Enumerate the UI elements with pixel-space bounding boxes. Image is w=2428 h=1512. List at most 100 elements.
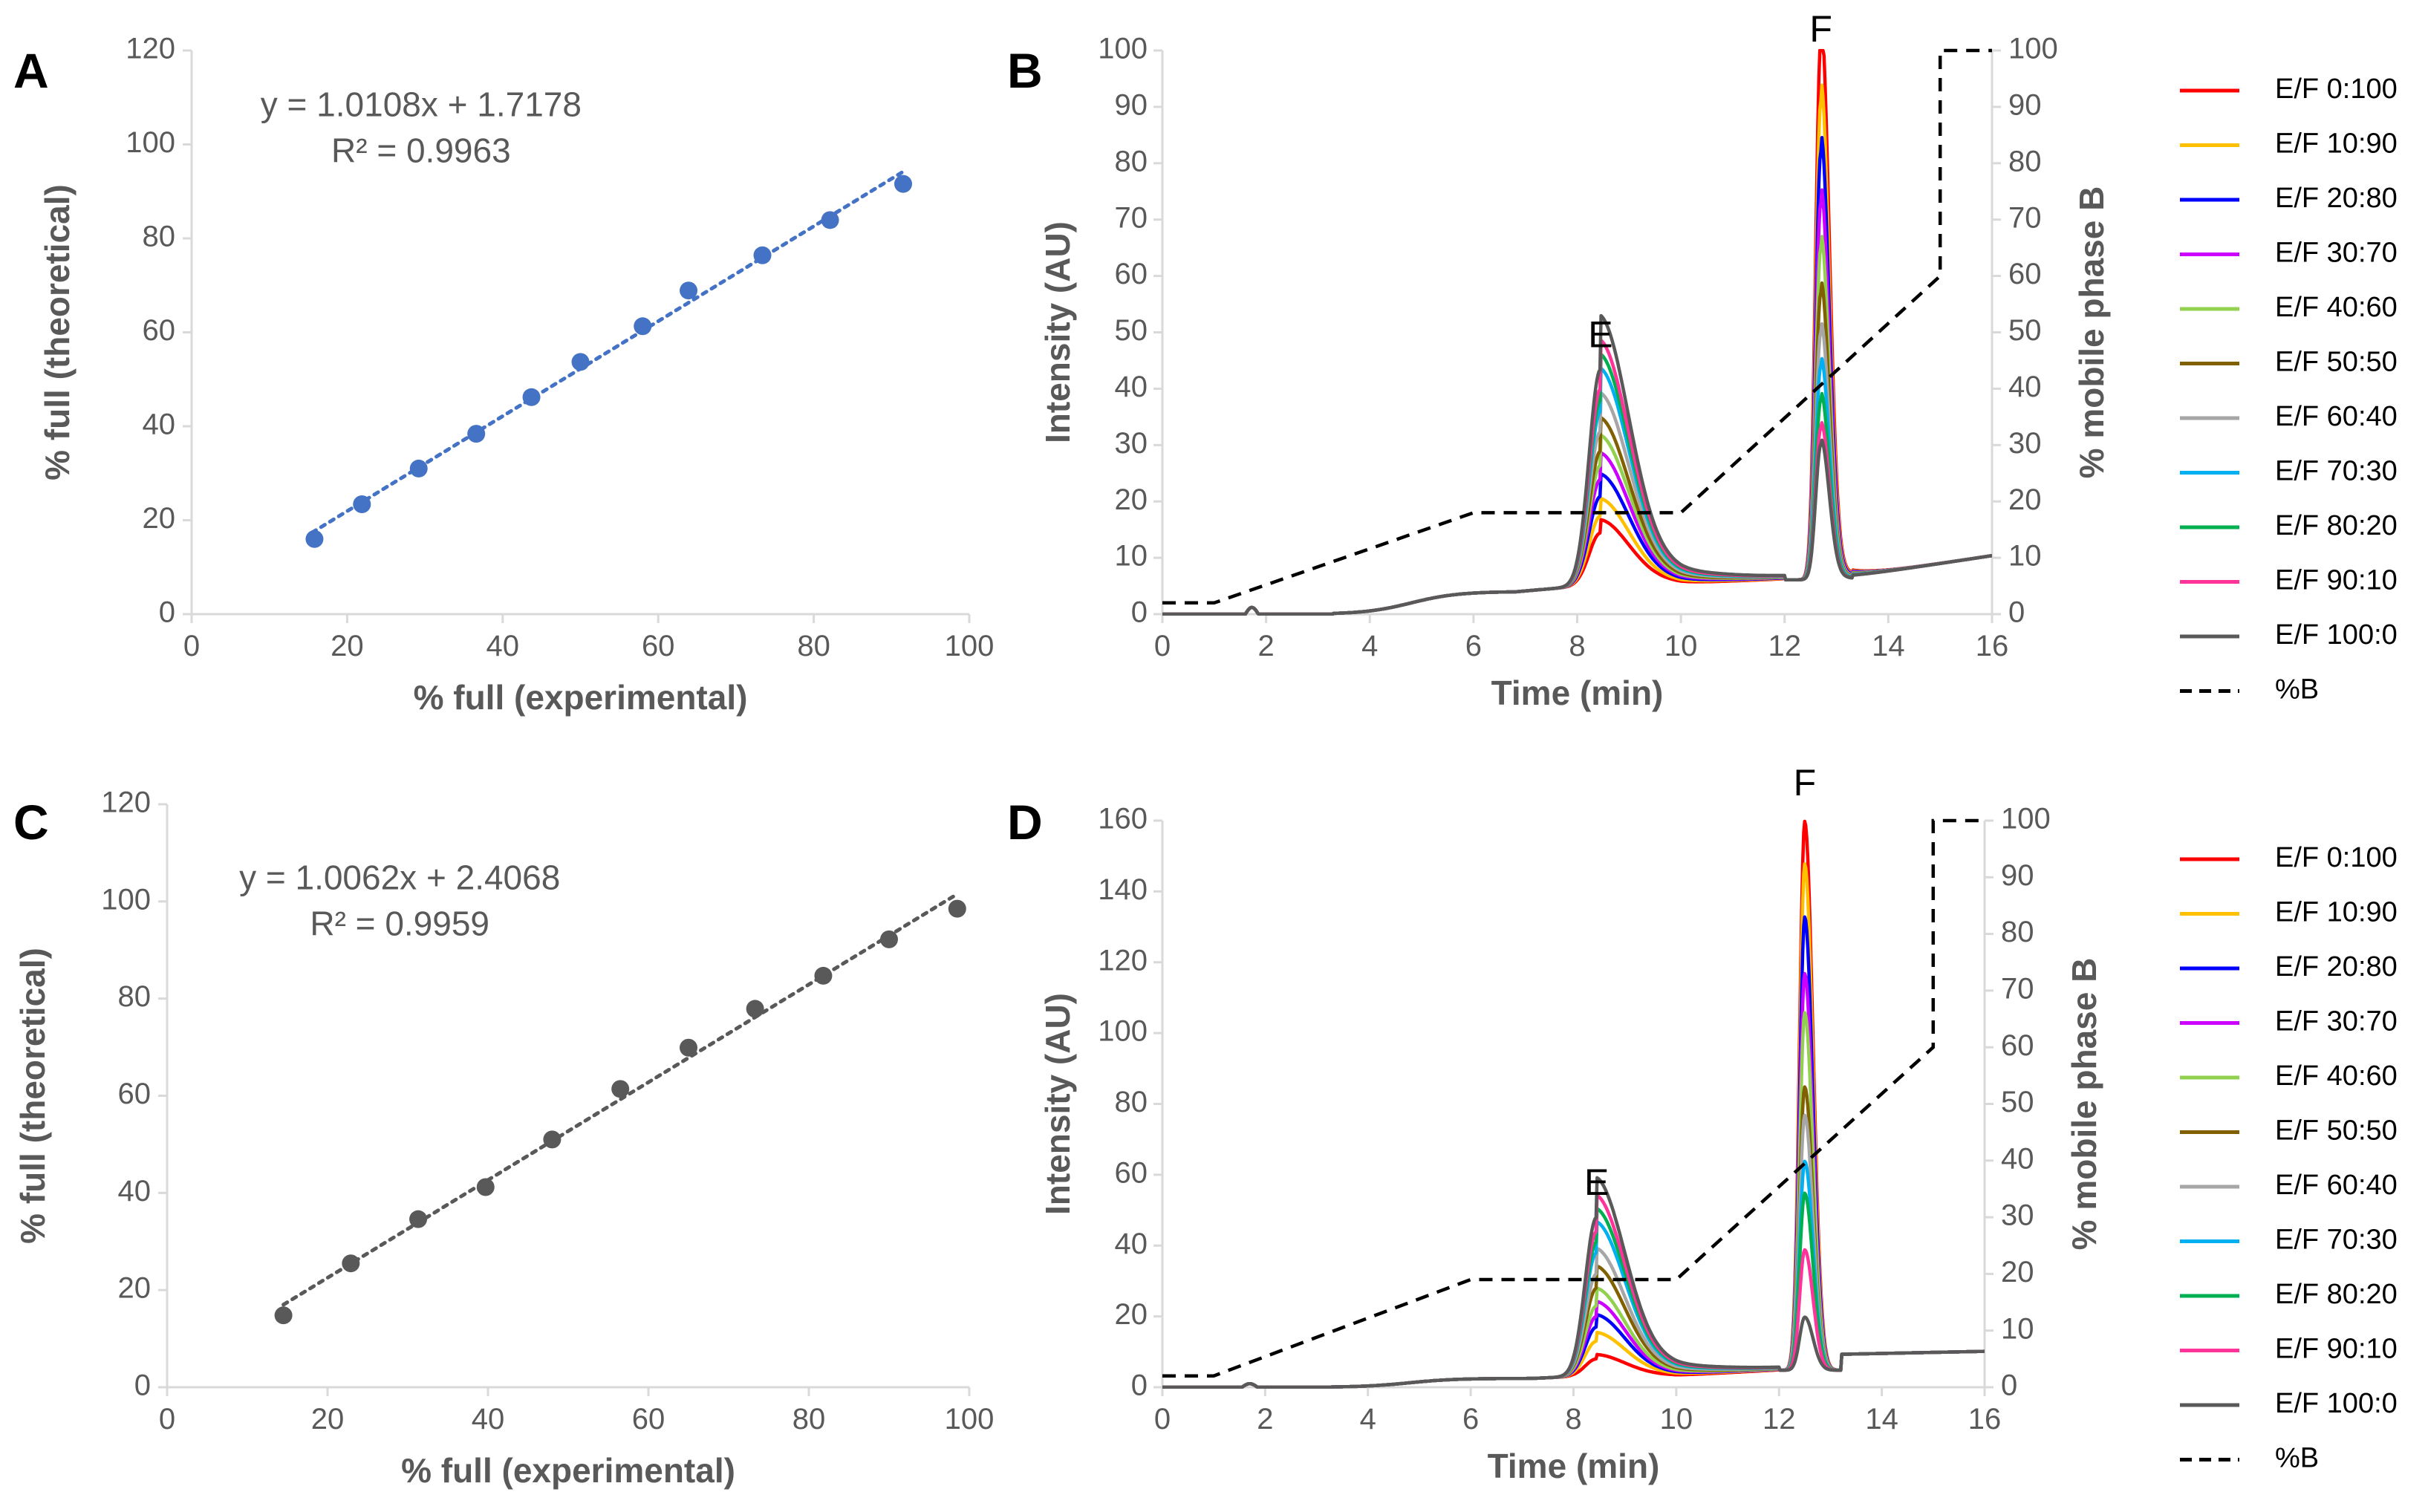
y2-tick-label: 80 <box>2008 145 2042 177</box>
legend-b: E/F 0:100 E/F 10:90 E/F 20:80 E/F 30:70 E/F … <box>2180 74 2398 706</box>
data-point <box>948 899 966 918</box>
x-axis-title: Time (min) <box>1491 674 1664 712</box>
y2-tick-label: 0 <box>2008 596 2025 629</box>
trace-e-f-100-0 <box>1162 1176 1985 1389</box>
data-point <box>409 1210 428 1228</box>
x-tick-label: 10 <box>1664 630 1698 662</box>
x-tick-label: 12 <box>1763 1403 1796 1436</box>
x-tick-label: 16 <box>1968 1403 2002 1436</box>
data-point <box>409 459 428 478</box>
y-tick-label: 120 <box>126 33 175 65</box>
x-tick-label: 6 <box>1462 1403 1479 1436</box>
data-point <box>476 1178 495 1196</box>
y2-tick-label: 70 <box>2008 201 2042 234</box>
legend-label: E/F 60:40 <box>2275 401 2398 432</box>
legend-label: E/F 10:90 <box>2275 897 2398 928</box>
y2-tick-label: 90 <box>2008 88 2042 121</box>
y2-tick-label: 0 <box>2001 1369 2017 1402</box>
y2-tick-label: 60 <box>2001 1029 2034 1062</box>
y-axis-title: Intensity (AU) <box>1038 993 1077 1215</box>
data-point <box>353 495 371 513</box>
x-tick-label: 0 <box>1154 630 1171 662</box>
y-tick-label: 60 <box>143 314 176 347</box>
trendline-equation: y = 1.0062x + 2.4068 <box>239 858 560 896</box>
legend-label-gradient: %B <box>2275 1443 2319 1474</box>
legend-label: E/F 30:70 <box>2275 1006 2398 1037</box>
trace-e-f-0-100 <box>1162 819 1985 1389</box>
x-tick-label: 2 <box>1258 630 1275 662</box>
x-tick-label: 2 <box>1257 1403 1273 1436</box>
legend-label: E/F 20:80 <box>2275 951 2398 983</box>
x-tick-label: 20 <box>331 630 364 662</box>
x-tick-label: 80 <box>797 630 830 662</box>
y2-axis-title: % mobile phase B <box>2072 186 2111 479</box>
y2-tick-label: 20 <box>2001 1256 2034 1288</box>
data-point <box>571 353 590 371</box>
trace-e-f-40-60 <box>1162 1011 1985 1389</box>
data-point <box>680 1038 697 1057</box>
legend-label: E/F 90:10 <box>2275 565 2398 596</box>
y-tick-label: 0 <box>134 1369 151 1402</box>
x-tick-label: 0 <box>159 1403 175 1436</box>
y2-axis-title: % mobile phase B <box>2065 958 2103 1251</box>
y2-tick-label: 50 <box>2001 1086 2034 1118</box>
data-point <box>467 425 486 443</box>
y2-tick-label: 40 <box>2008 371 2042 403</box>
y-tick-label: 120 <box>101 786 151 819</box>
y2-tick-label: 30 <box>2008 427 2042 460</box>
data-point <box>274 1306 293 1325</box>
legend-label: E/F 20:80 <box>2275 183 2398 214</box>
x-tick-label: 8 <box>1569 630 1585 662</box>
panel-label: C <box>13 795 49 850</box>
y-tick-label: 20 <box>1115 1298 1148 1331</box>
x-tick-label: 20 <box>311 1403 345 1436</box>
data-point <box>522 388 541 406</box>
y-tick-label: 60 <box>1115 1156 1148 1189</box>
x-tick-label: 8 <box>1565 1403 1581 1436</box>
y-tick-label: 100 <box>1098 33 1148 65</box>
legend-label: E/F 80:20 <box>2275 510 2398 541</box>
data-point <box>894 175 913 193</box>
trace-e-f-20-80 <box>1162 915 1985 1389</box>
legend-label: E/F 60:40 <box>2275 1170 2398 1201</box>
x-axis-title: % full (experimental) <box>401 1451 735 1490</box>
y2-tick-label: 20 <box>2008 483 2042 516</box>
y2-tick-label: 10 <box>2001 1312 2034 1345</box>
panel-b: B010203040506070809010001020304050607080… <box>1007 8 2111 712</box>
y-tick-label: 40 <box>143 408 176 441</box>
y-tick-label: 80 <box>143 221 176 253</box>
data-point <box>814 966 833 985</box>
legend-label: E/F 100:0 <box>2275 619 2398 651</box>
trace-e-f-50-50 <box>1162 1085 1985 1389</box>
y-tick-label: 80 <box>118 980 152 1013</box>
trendline <box>310 169 905 535</box>
y-tick-label: 100 <box>1098 1015 1148 1048</box>
y-axis-title: % full (theoretical) <box>38 184 77 480</box>
data-point <box>611 1080 630 1098</box>
legend-d: E/F 0:100 E/F 10:90 E/F 20:80 E/F 30:70 E/F … <box>2180 842 2398 1474</box>
legend-label: E/F 0:100 <box>2275 74 2398 105</box>
legend-label: E/F 80:20 <box>2275 1279 2398 1310</box>
y-tick-label: 0 <box>159 596 175 629</box>
legend-label: E/F 50:50 <box>2275 347 2398 378</box>
legend-label: E/F 10:90 <box>2275 128 2398 160</box>
panel-label: A <box>13 43 49 98</box>
y-tick-label: 50 <box>1115 314 1148 347</box>
x-tick-label: 6 <box>1465 630 1482 662</box>
data-point <box>821 211 839 229</box>
legend-label: E/F 40:60 <box>2275 1060 2398 1092</box>
y-tick-label: 100 <box>101 883 151 916</box>
trace-e-f-100-0 <box>1162 313 1992 616</box>
y2-tick-label: 10 <box>2008 540 2042 573</box>
y-tick-label: 30 <box>1115 427 1148 460</box>
panel-a: A 0 20 40 60 80 100 120 0 20 40 60 80 100 % full (expe… <box>13 33 994 717</box>
legend-label: E/F 0:100 <box>2275 842 2398 873</box>
panel-d: D020406080100120140160010203040506070809… <box>1007 762 2103 1485</box>
data-point <box>680 281 698 300</box>
trace-e-f-30-70 <box>1162 188 1992 616</box>
y-tick-label: 0 <box>1131 596 1148 629</box>
y-tick-label: 70 <box>1115 201 1148 234</box>
peak-label-e: E <box>1584 1161 1609 1203</box>
y-tick-label: 60 <box>118 1078 152 1110</box>
x-tick-label: 80 <box>792 1403 826 1436</box>
